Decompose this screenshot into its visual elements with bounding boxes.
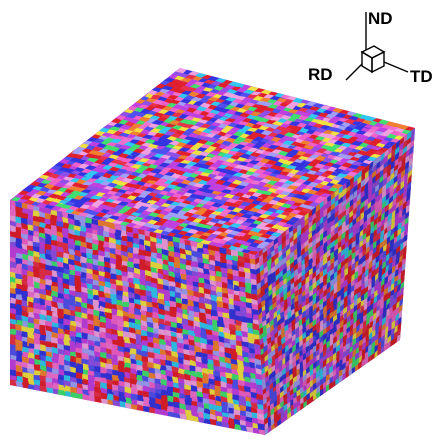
nd-label: ND [368, 9, 393, 28]
triad-cube-left [362, 52, 372, 72]
grain [122, 236, 128, 241]
grain-cube [10, 68, 415, 435]
td-label: TD [410, 67, 433, 86]
figure: ND RD TD [0, 0, 436, 438]
page: ND RD TD (() => { const data = JSON.pars… [0, 0, 436, 438]
grain [259, 430, 265, 436]
grain [39, 334, 46, 341]
grain [56, 251, 64, 257]
triad-cube-right [372, 52, 384, 72]
grain [320, 389, 324, 396]
rd-label: RD [308, 65, 333, 84]
td-axis [384, 62, 408, 72]
rd-axis [346, 64, 362, 80]
